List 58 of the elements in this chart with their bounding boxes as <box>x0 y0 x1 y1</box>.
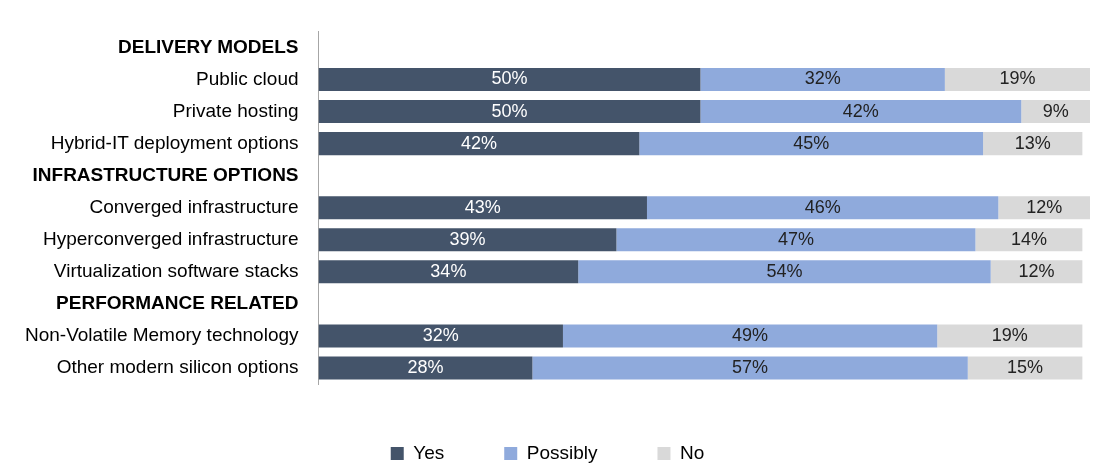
bar <box>318 228 617 252</box>
data-label: 32% <box>804 68 841 89</box>
y-tick-label: INFRASTRUCTURE OPTIONS <box>32 163 299 185</box>
bar <box>937 324 1083 348</box>
bar <box>700 100 1022 124</box>
data-label: 42% <box>842 100 879 121</box>
bar <box>318 100 701 124</box>
y-tick-label: Hybrid-IT deployment options <box>50 131 299 153</box>
data-label: 45% <box>793 132 830 153</box>
data-label: 28% <box>407 356 444 377</box>
data-label: 19% <box>991 324 1028 345</box>
bar <box>646 196 999 220</box>
data-label: 46% <box>804 196 841 217</box>
data-label: 9% <box>1042 100 1069 121</box>
data-label: 13% <box>1014 132 1051 153</box>
data-label: 42% <box>460 132 497 153</box>
data-label: 32% <box>422 324 459 345</box>
bar <box>700 67 945 92</box>
bar <box>578 260 991 284</box>
y-tick-label: Hyperconverged infrastructure <box>42 227 299 249</box>
bar <box>532 356 968 380</box>
data-label: 15% <box>1007 356 1044 377</box>
data-label: 12% <box>1018 260 1055 281</box>
bar <box>639 132 984 156</box>
y-tick-label: PERFORMANCE RELATED <box>56 292 299 314</box>
data-label: 12% <box>1026 196 1063 217</box>
bar <box>318 132 640 156</box>
y-tick-label: Virtualization software stacks <box>53 260 299 282</box>
bar <box>967 356 1083 380</box>
y-tick-label: Converged infrastructure <box>89 195 299 217</box>
y-tick-label: DELIVERY MODELS <box>117 35 299 57</box>
y-tick-label: Non-Volatile Memory technology <box>24 324 300 346</box>
y-tick-label: Public cloud <box>196 67 299 89</box>
data-label: 19% <box>999 68 1036 89</box>
bar <box>318 324 563 348</box>
data-label: 54% <box>766 260 803 281</box>
legend-label: Yes <box>413 441 445 463</box>
data-label: 34% <box>430 260 467 281</box>
bar <box>318 356 533 380</box>
bar <box>975 228 1083 252</box>
bar <box>562 324 938 348</box>
y-tick-label: Other modern silicon options <box>56 356 299 378</box>
data-label: 43% <box>464 196 501 217</box>
data-label: 49% <box>732 324 769 345</box>
bar <box>944 67 1090 92</box>
data-label: 47% <box>777 228 814 249</box>
bar <box>318 260 579 284</box>
legend-label: No <box>679 441 705 463</box>
data-label: 57% <box>732 356 769 377</box>
bar <box>616 228 976 252</box>
data-label: 14% <box>1010 228 1047 249</box>
data-label: 50% <box>491 68 528 89</box>
bar <box>318 67 701 92</box>
data-label: 50% <box>491 100 528 121</box>
data-label: 39% <box>449 228 486 249</box>
legend-label: Possibly <box>526 441 598 463</box>
y-tick-label: Private hosting <box>172 99 299 121</box>
bar <box>318 196 647 220</box>
